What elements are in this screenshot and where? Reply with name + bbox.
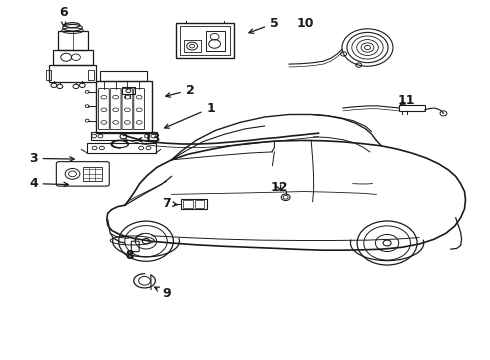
Text: 2: 2 <box>166 84 195 97</box>
Text: 5: 5 <box>249 17 279 33</box>
Text: 7: 7 <box>162 197 177 210</box>
Text: 6: 6 <box>59 6 68 26</box>
Text: 10: 10 <box>296 17 314 30</box>
Text: 11: 11 <box>398 94 416 107</box>
Text: 12: 12 <box>270 181 288 194</box>
Text: 13: 13 <box>137 132 161 145</box>
Text: 8: 8 <box>125 249 134 262</box>
Text: 3: 3 <box>29 152 74 165</box>
Text: 4: 4 <box>29 177 68 190</box>
Text: 1: 1 <box>165 102 215 128</box>
Text: 9: 9 <box>155 287 171 300</box>
